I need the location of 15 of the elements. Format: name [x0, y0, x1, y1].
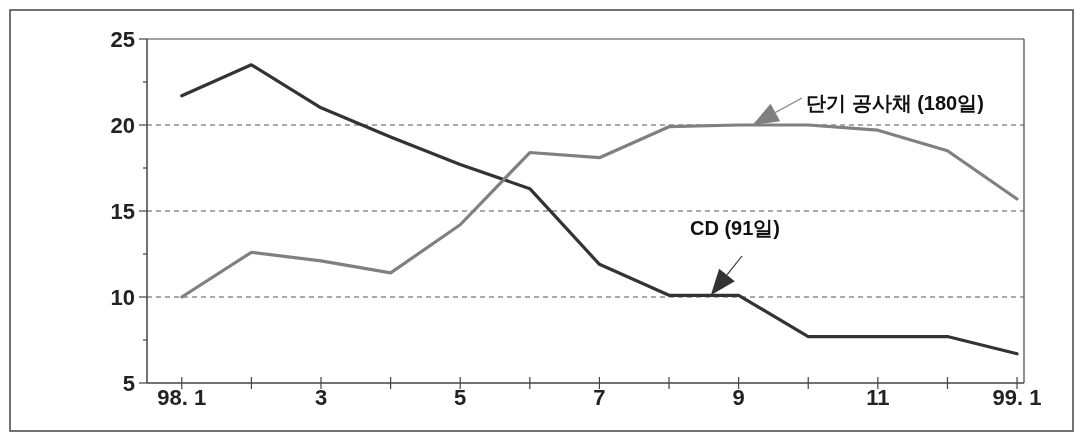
- y-tick-label: 15: [110, 199, 135, 224]
- legend-label: 단기 공사채 (180일): [806, 92, 984, 114]
- x-tick-label: 11: [866, 385, 890, 410]
- y-tick-label: 20: [110, 113, 135, 138]
- x-tick-label: 99. 1: [992, 385, 1042, 410]
- line-series: [180, 63, 1019, 356]
- y-tick-label: 10: [110, 285, 135, 310]
- text: CD (91일): [689, 217, 781, 239]
- y-tick-label: 25: [110, 27, 135, 52]
- line-series: [180, 123, 1019, 299]
- x-tick-label: 7: [593, 385, 606, 410]
- x-tick-label: 3: [314, 385, 328, 410]
- x-tick-label: 5: [454, 385, 467, 410]
- x-tick-label: 9: [732, 385, 745, 410]
- x-tick-label: 98. 1: [157, 385, 207, 410]
